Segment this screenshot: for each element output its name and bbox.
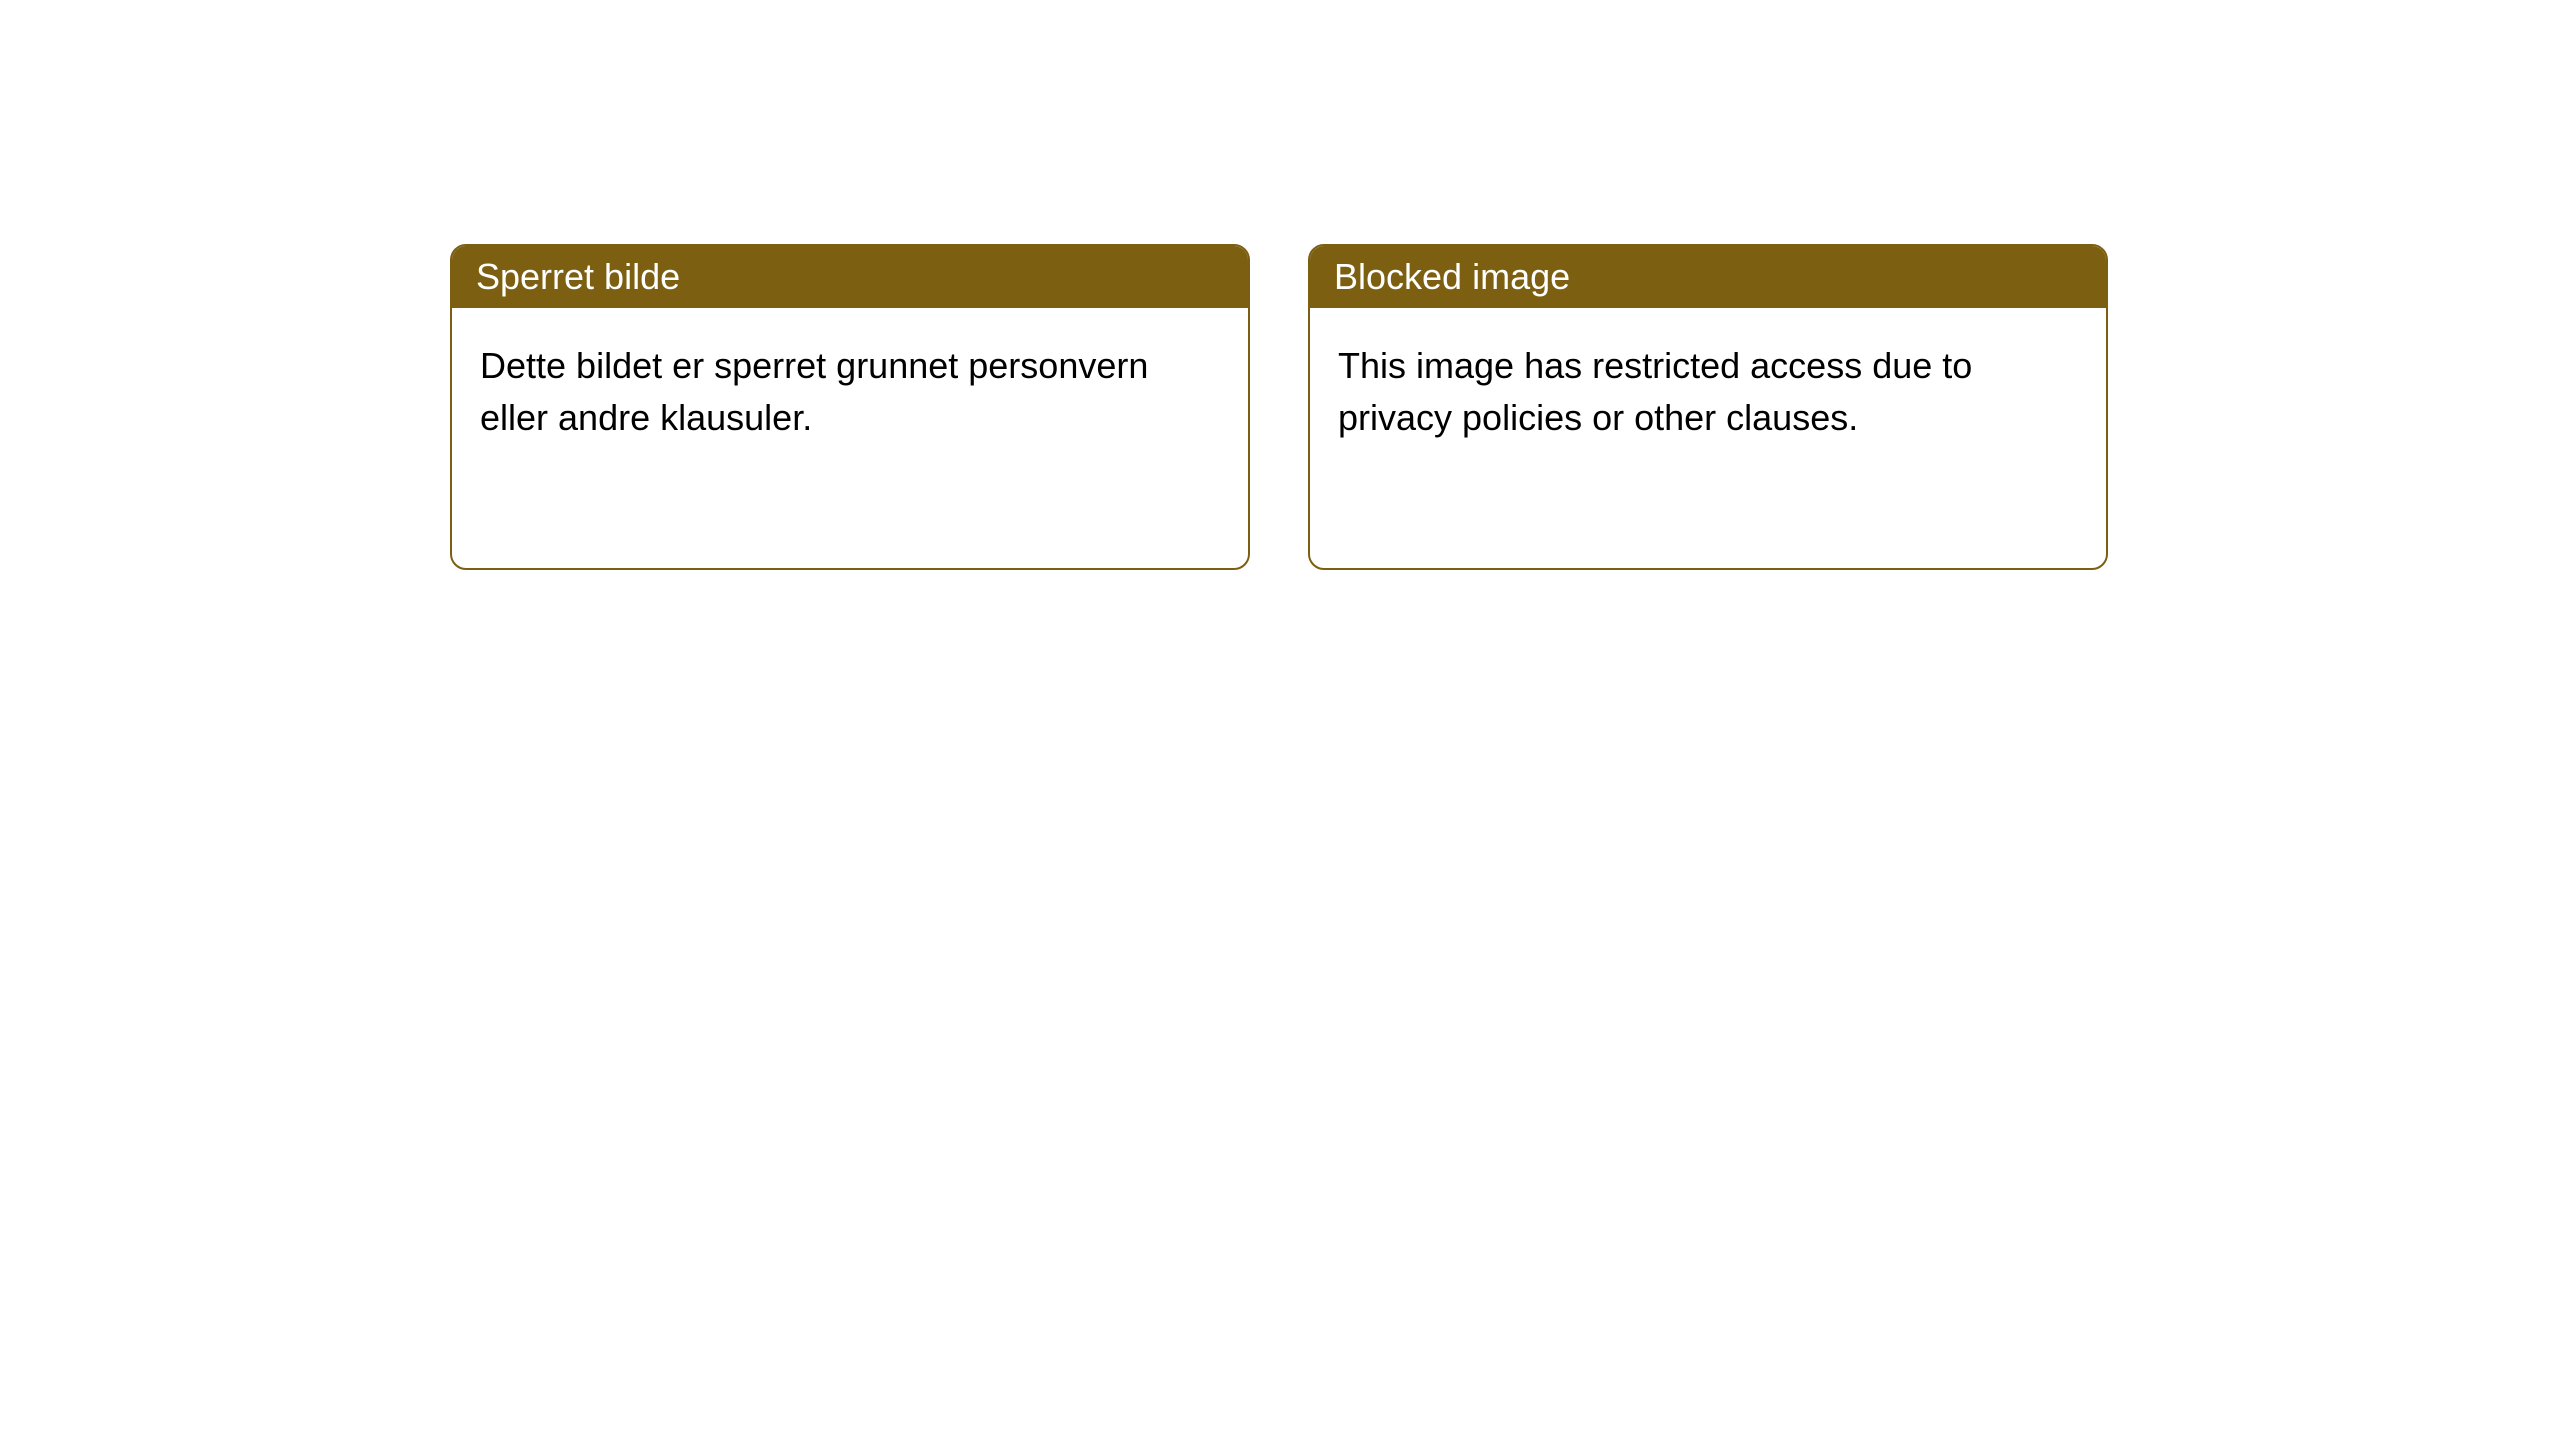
card-text-en: This image has restricted access due to …: [1338, 345, 1972, 438]
card-header-nb: Sperret bilde: [452, 246, 1248, 308]
blocked-image-card-en: Blocked image This image has restricted …: [1308, 244, 2108, 570]
card-header-en: Blocked image: [1310, 246, 2106, 308]
card-text-nb: Dette bildet er sperret grunnet personve…: [480, 345, 1148, 438]
card-body-en: This image has restricted access due to …: [1310, 308, 2106, 568]
blocked-image-card-nb: Sperret bilde Dette bildet er sperret gr…: [450, 244, 1250, 570]
card-title-en: Blocked image: [1334, 256, 1570, 297]
notice-container: Sperret bilde Dette bildet er sperret gr…: [0, 0, 2560, 570]
card-title-nb: Sperret bilde: [476, 256, 680, 297]
card-body-nb: Dette bildet er sperret grunnet personve…: [452, 308, 1248, 568]
